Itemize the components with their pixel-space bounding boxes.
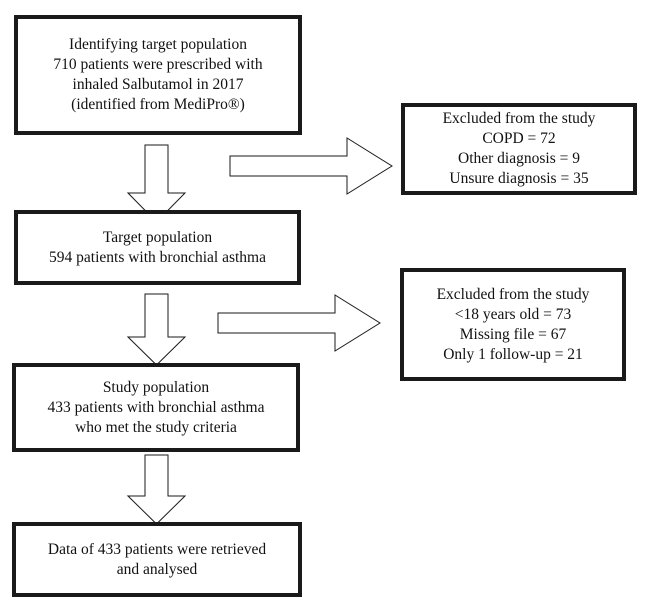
identify-population-box: Identifying target population 710 patien… — [14, 15, 302, 135]
study-line-1: Study population — [102, 378, 210, 396]
down-arrow-3 — [126, 454, 187, 525]
exclusion-box-1: Excluded from the study COPD = 72 Other … — [401, 103, 637, 195]
target-population-box: Target population 594 patients with bron… — [14, 210, 301, 285]
target-line-1: Target population — [102, 228, 213, 246]
down-arrow-2 — [126, 293, 187, 366]
identify-line-1: Identifying target population — [69, 36, 247, 53]
study-population-box: Study population 433 patients with bronc… — [12, 363, 300, 452]
exclusion-1-line-1: Excluded from the study — [442, 110, 596, 127]
right-arrow-2 — [217, 294, 381, 352]
right-arrow-1 — [229, 137, 393, 195]
study-line-3: who met the study criteria — [75, 418, 237, 436]
final-line-2: and analysed — [116, 560, 198, 578]
exclusion-2-line-4: Only 1 follow-up = 21 — [443, 345, 583, 363]
identify-line-4: (identified from MediPro®) — [71, 96, 245, 113]
identify-line-3: inhaled Salbutamol in 2017 — [72, 76, 244, 93]
exclusion-1-line-2: COPD = 72 — [482, 130, 556, 147]
final-data-box: Data of 433 patients were retrieved and … — [12, 522, 302, 597]
exclusion-1-line-4: Unsure diagnosis = 35 — [449, 170, 589, 187]
target-line-2: 594 patients with bronchial asthma — [49, 248, 266, 266]
exclusion-2-line-1: Excluded from the study — [436, 285, 590, 303]
identify-line-2: 710 patients were prescribed with — [53, 56, 263, 73]
study-line-2: 433 patients with bronchial asthma — [47, 398, 265, 416]
exclusion-box-2: Excluded from the study <18 years old = … — [400, 268, 626, 381]
final-line-1: Data of 433 patients were retrieved — [47, 540, 267, 558]
down-arrow-1 — [126, 144, 187, 223]
exclusion-1-line-3: Other diagnosis = 9 — [458, 150, 580, 167]
exclusion-2-line-3: Missing file = 67 — [459, 325, 567, 343]
exclusion-2-line-2: <18 years old = 73 — [454, 305, 572, 323]
